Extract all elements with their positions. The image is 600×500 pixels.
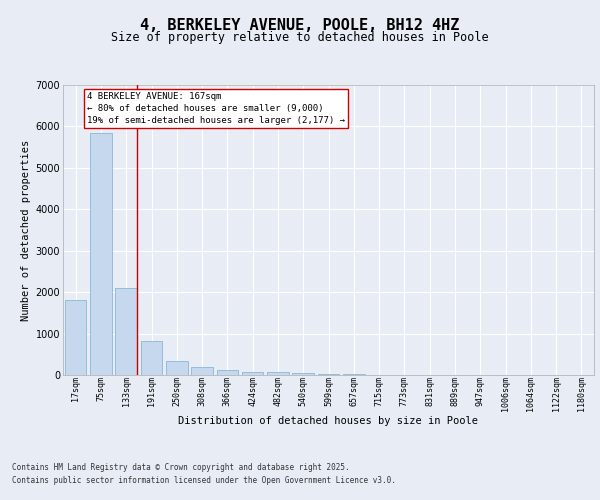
Bar: [343, 374, 365, 375]
Bar: [141, 340, 162, 375]
Bar: [242, 372, 263, 375]
Bar: [217, 370, 238, 375]
Bar: [318, 374, 339, 375]
Bar: [292, 372, 314, 375]
Text: Contains public sector information licensed under the Open Government Licence v3: Contains public sector information licen…: [12, 476, 396, 485]
Y-axis label: Number of detached properties: Number of detached properties: [22, 140, 31, 320]
Bar: [115, 288, 137, 375]
Text: 4, BERKELEY AVENUE, POOLE, BH12 4HZ: 4, BERKELEY AVENUE, POOLE, BH12 4HZ: [140, 18, 460, 32]
Bar: [267, 372, 289, 375]
X-axis label: Distribution of detached houses by size in Poole: Distribution of detached houses by size …: [179, 416, 479, 426]
Bar: [90, 132, 112, 375]
Bar: [65, 300, 86, 375]
Bar: [191, 366, 213, 375]
Text: 4 BERKELEY AVENUE: 167sqm
← 80% of detached houses are smaller (9,000)
19% of se: 4 BERKELEY AVENUE: 167sqm ← 80% of detac…: [87, 92, 345, 125]
Text: Size of property relative to detached houses in Poole: Size of property relative to detached ho…: [111, 31, 489, 44]
Bar: [166, 361, 188, 375]
Text: Contains HM Land Registry data © Crown copyright and database right 2025.: Contains HM Land Registry data © Crown c…: [12, 462, 350, 471]
